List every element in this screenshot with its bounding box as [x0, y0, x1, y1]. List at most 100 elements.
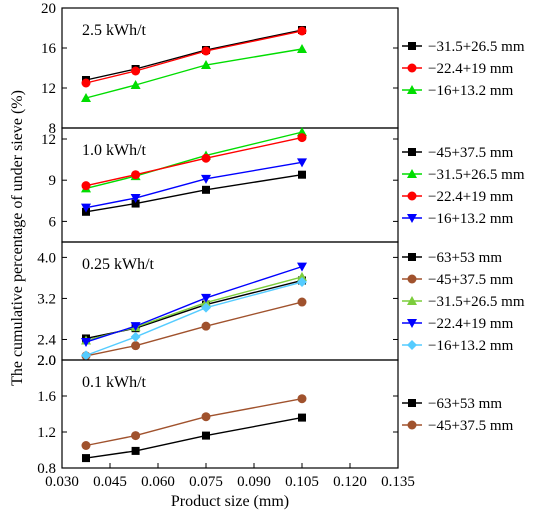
series-line	[85, 30, 303, 84]
legend-item: −22.4+19 mm	[402, 316, 514, 332]
y-tick-label: 9	[49, 173, 57, 189]
legend: −45+37.5 mm −31.5+26.5 mm −22.4+19 mm −16+1…	[402, 145, 525, 227]
data-point	[297, 133, 307, 143]
y-tick-label: 2.0	[37, 353, 56, 369]
legend-item: −31.5+26.5 mm	[402, 294, 525, 310]
panel-4: 0.8 1.2 1.6 2.0 0.1 kWh/t −63+53 mm −45+37.5 m…	[37, 353, 513, 477]
data-point	[298, 170, 306, 179]
series-line	[85, 416, 303, 459]
x-axis: 0.030 0.045 0.060 0.075 0.090 0.105 0.120 0.135	[45, 463, 415, 490]
data-point	[201, 60, 211, 69]
legend-marker	[408, 253, 416, 261]
legend: −63+53 mm −45+37.5 mm	[402, 396, 514, 434]
legend-label: −63+53 mm	[428, 250, 502, 266]
legend-marker	[407, 85, 417, 94]
legend-marker	[407, 319, 417, 328]
data-point	[298, 413, 306, 422]
legend-item: −31.5+26.5 mm	[402, 39, 525, 55]
data-point	[81, 78, 91, 88]
legend-label: −45+37.5 mm	[428, 145, 514, 161]
legend-marker	[407, 274, 417, 284]
y-tick-label: 0.8	[37, 461, 56, 477]
y-tick-label: 6	[49, 214, 57, 230]
legend-label: −63+53 mm	[428, 396, 502, 412]
data-point	[81, 350, 91, 361]
data-point	[201, 174, 211, 184]
y-tick-label: 3.2	[37, 291, 56, 307]
legend-marker	[408, 399, 416, 407]
data-point	[131, 431, 141, 441]
y-tick-label: 12	[41, 132, 56, 148]
legend-marker	[408, 42, 416, 50]
legend-label: −45+37.5 mm	[428, 418, 514, 434]
series-22-4-19-mm	[81, 133, 307, 191]
data-point	[130, 322, 141, 332]
data-point	[297, 127, 307, 137]
legend-marker	[407, 191, 417, 201]
x-tick-label: 0.135	[381, 474, 415, 490]
data-point	[81, 93, 91, 102]
data-point	[131, 66, 141, 76]
series-45-37-5-mm	[81, 297, 307, 361]
data-point	[81, 181, 91, 191]
data-point	[202, 185, 210, 194]
series-22-4-19-mm	[81, 262, 307, 348]
legend-label: −31.5+26.5 mm	[428, 167, 525, 183]
y-tick-label: 4.0	[37, 250, 56, 266]
data-point	[131, 199, 140, 208]
data-point	[201, 153, 211, 163]
legend-item: −22.4+19 mm	[402, 61, 514, 77]
series-line	[85, 29, 303, 81]
series-line	[85, 281, 303, 357]
legend: −31.5+26.5 mm −22.4+19 mm −16+13.2 mm	[402, 39, 525, 99]
series-45-37-5-mm	[82, 170, 306, 216]
y-tick-label: 2.4	[37, 332, 56, 348]
y-tick-label: 16	[41, 41, 57, 57]
data-point	[201, 321, 211, 331]
legend-label: −31.5+26.5 mm	[428, 294, 525, 310]
legend-label: −16+13.2 mm	[428, 338, 514, 354]
data-point	[297, 297, 307, 307]
data-point	[297, 262, 307, 272]
data-point	[81, 338, 91, 348]
legend-item: −63+53 mm	[402, 250, 502, 266]
series-line	[85, 301, 303, 357]
data-point	[81, 441, 91, 450]
legend-label: −16+13.2 mm	[428, 83, 514, 99]
data-point	[297, 26, 307, 36]
series-16-13-2-mm	[81, 44, 307, 102]
series-line	[85, 398, 303, 447]
legend-label: −16+13.2 mm	[428, 211, 514, 227]
data-point	[130, 194, 141, 204]
data-point	[131, 170, 141, 180]
x-tick-label: 0.105	[285, 474, 319, 490]
x-tick-label: 0.120	[333, 474, 367, 490]
data-point	[297, 394, 307, 404]
data-point	[297, 277, 307, 288]
series-16-13-2-mm	[81, 158, 307, 213]
data-point	[297, 44, 307, 53]
data-point	[130, 331, 141, 342]
x-tick-label: 0.075	[189, 474, 223, 490]
legend-item: −45+37.5 mm	[402, 145, 514, 161]
legend-marker	[407, 340, 417, 350]
legend-marker	[407, 169, 417, 178]
panel-2: 6 9 12 1.0 kWh/t −45+37.5 mm −31.5+26.5 mm −22…	[41, 127, 525, 243]
panel-1: 8 12 16 20 2.5 kWh/t −31.5+26.5 mm −22.4+19 mm…	[41, 1, 525, 137]
legend: −63+53 mm −45+37.5 mm −31.5+26.5 mm −22.4+1…	[402, 250, 525, 354]
series-45-37-5-mm	[81, 394, 307, 450]
x-tick-label: 0.090	[237, 474, 271, 490]
series-line	[85, 265, 303, 343]
data-point	[201, 46, 211, 56]
legend-label: −22.4+19 mm	[428, 61, 514, 77]
legend-item: −16+13.2 mm	[402, 211, 514, 227]
panel-label: 2.5 kWh/t	[82, 22, 147, 39]
series-63-53-mm	[82, 413, 306, 463]
y-tick-label: 12	[41, 81, 56, 97]
y-tick-label: 1.6	[37, 389, 56, 405]
legend-label: −31.5+26.5 mm	[428, 39, 525, 55]
y-axis-title: The cumulative percentage of under sieve…	[9, 90, 26, 386]
series-16-13-2-mm	[81, 277, 307, 361]
series-line	[85, 136, 303, 187]
